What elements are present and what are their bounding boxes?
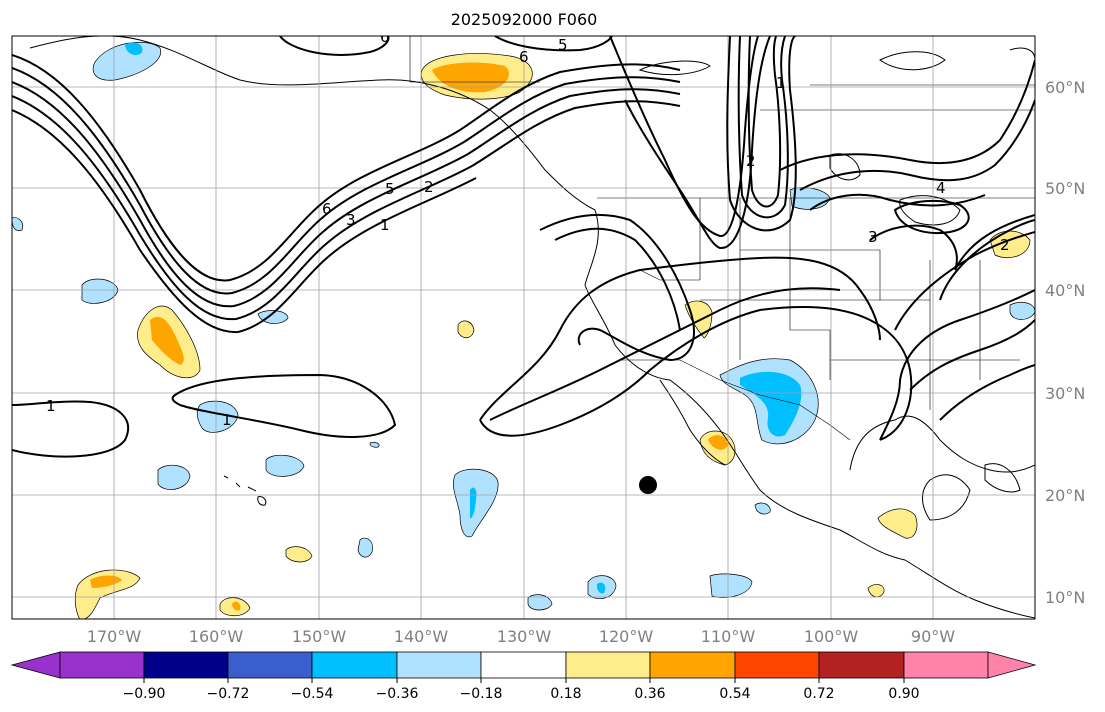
latitude-labels: 60°N 50°N 40°N 30°N 20°N 10°N	[1045, 78, 1085, 607]
colorbar-label-3: −0.54	[291, 686, 334, 702]
contour-label-4: 4	[936, 179, 946, 197]
lon-label-130w: 130°W	[497, 627, 552, 646]
colorbar-ticks	[143, 678, 905, 683]
positive-anomaly-shading	[74, 53, 1031, 619]
lon-label-100w: 100°W	[804, 627, 859, 646]
contour-label-1c: 1	[776, 74, 786, 92]
colorbar-segment-8	[649, 651, 736, 679]
contour-label-5: 5	[558, 36, 568, 54]
contour-label-3: 3	[346, 211, 356, 229]
colorbar-segment-9	[734, 651, 820, 679]
lat-label-60: 60°N	[1045, 78, 1085, 97]
map-frame	[11, 35, 1036, 620]
colorbar-label-4: −0.36	[376, 686, 419, 702]
colorbar-label-1: −0.90	[123, 686, 166, 702]
coastlines	[29, 36, 1035, 619]
contour-label-1: 1	[380, 216, 390, 234]
lat-label-30: 30°N	[1045, 384, 1085, 403]
colorbar-label-2: −0.72	[207, 686, 250, 702]
contour-label-2: 2	[424, 178, 434, 196]
contour-label-1b: 1	[222, 411, 232, 429]
contour-label-5b: 5	[385, 180, 395, 198]
colorbar-segment-4	[311, 651, 398, 679]
contour-label-1a: 1	[46, 397, 56, 415]
contour-label-6: 6	[519, 48, 529, 66]
graticule	[12, 36, 1035, 619]
colorbar-over-arrow	[987, 651, 1037, 679]
contour-label-6c: 6	[380, 28, 390, 46]
colorbar-segment-2	[143, 651, 229, 679]
contour-lines	[12, 36, 1035, 458]
contour-label-6b: 6	[322, 200, 332, 218]
lon-label-150w: 150°W	[292, 627, 347, 646]
colorbar-label-9: 0.72	[803, 686, 834, 702]
chart-title: 2025092000 F060	[450, 10, 598, 29]
colorbar-segment-6	[480, 651, 567, 679]
colorbar-label-5: −0.18	[460, 686, 503, 702]
colorbar-segment-7	[565, 651, 651, 679]
lon-label-160w: 160°W	[189, 627, 244, 646]
contour-label-3b: 3	[868, 228, 878, 246]
lat-label-40: 40°N	[1045, 281, 1085, 300]
islands	[223, 475, 267, 506]
lat-label-20: 20°N	[1045, 486, 1085, 505]
lat-label-10: 10°N	[1045, 588, 1085, 607]
contour-label-2c: 2	[1000, 236, 1010, 254]
lon-label-170w: 170°W	[87, 627, 142, 646]
contour-label-2b: 2	[746, 152, 756, 170]
colorbar-label-8: 0.54	[719, 686, 750, 702]
contour-labels: 6 5 6 3 1 5 2 1 2 3 4 1 1 2 6	[46, 28, 1010, 429]
colorbar-label-7: 0.36	[634, 686, 665, 702]
colorbar-segment-3	[227, 651, 313, 679]
colorbar-label-6: 0.18	[550, 686, 581, 702]
colorbar-segment-10	[818, 651, 905, 679]
colorbar	[10, 651, 1037, 679]
lon-label-140w: 140°W	[394, 627, 449, 646]
lon-label-110w: 110°W	[701, 627, 756, 646]
lat-label-50: 50°N	[1045, 179, 1085, 198]
colorbar-segment-5	[396, 651, 482, 679]
colorbar-segment-1	[59, 651, 145, 679]
longitude-labels: 170°W 160°W 150°W 140°W 130°W 120°W 110°…	[87, 627, 955, 646]
colorbar-segment-11	[903, 651, 989, 679]
lon-label-120w: 120°W	[599, 627, 654, 646]
negative-anomaly-shading	[12, 41, 1035, 611]
colorbar-tick-labels: −0.90 −0.72 −0.54 −0.36 −0.18 0.18 0.36 …	[123, 686, 920, 702]
point-marker	[639, 476, 657, 494]
lon-label-90w: 90°W	[911, 627, 955, 646]
colorbar-under-arrow	[10, 651, 61, 679]
colorbar-label-10: 0.90	[888, 686, 919, 702]
